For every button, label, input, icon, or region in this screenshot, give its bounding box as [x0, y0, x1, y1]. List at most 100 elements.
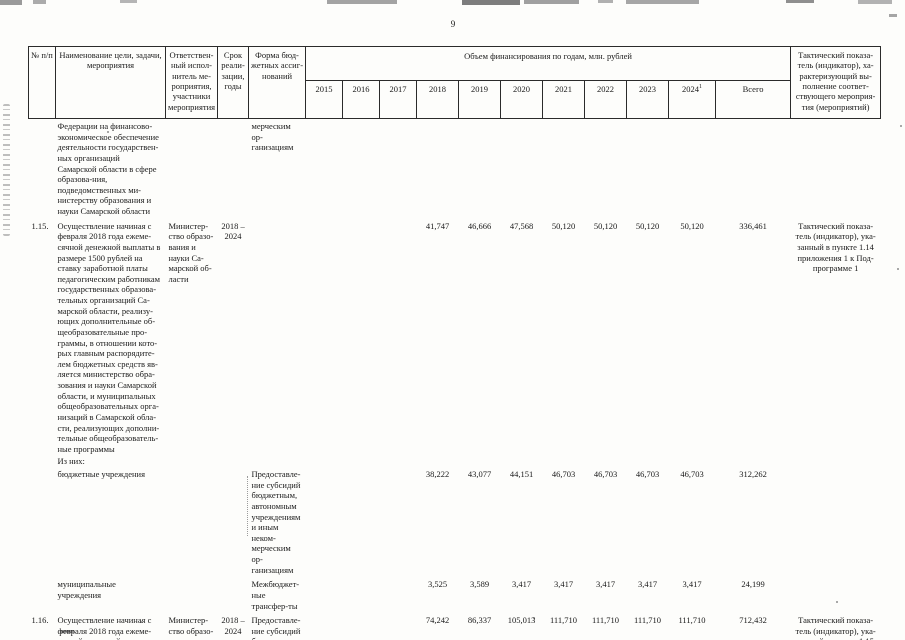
value-2024: 3,417 [682, 579, 702, 590]
responsible-executor: Министер-ство образо-вания и [168, 615, 214, 640]
measure-name: Осуществление начиная с февраля 2018 год… [57, 220, 161, 454]
row-number [29, 454, 56, 467]
value-2019: 46,666 [467, 220, 492, 231]
value-2016 [343, 454, 380, 467]
scan-artifact-dash [524, 0, 579, 4]
table-row-iz-nih: Из них: [29, 454, 881, 467]
margin-scribble-artifact [3, 104, 10, 236]
row-number [29, 119, 56, 217]
value-2023: 3,417 [637, 579, 658, 590]
value-total: 24,199 [741, 579, 765, 590]
header-year-2018: 2018 [416, 80, 459, 119]
implementation-period [218, 454, 249, 467]
value-2015 [306, 575, 343, 611]
value-2019: 86,337 [467, 615, 492, 626]
value-2024: 46,703 [680, 469, 704, 479]
scan-artifact-dash [626, 0, 699, 4]
measure-name: муниципальные учреждения [57, 579, 116, 600]
value-2017 [380, 119, 417, 217]
header-tactical-indicator: Тактический показа-тель (индикатор), ха-… [790, 46, 882, 119]
header-year-2019: 2019 [458, 80, 501, 119]
table-row-budget-institutions: бюджетные учреждения Предоставле-ние суб… [29, 467, 881, 575]
row-number: 1.15. [31, 220, 49, 231]
row-number [29, 467, 56, 575]
implementation-period [218, 467, 249, 575]
value-2018 [417, 119, 459, 217]
header-year-2017: 2017 [379, 80, 417, 119]
scan-artifact-dash [33, 0, 46, 4]
value-total: 312,262 [739, 469, 767, 479]
implementation-period: 2018 – 2024 [221, 615, 245, 636]
header-year-2022: 2022 [584, 80, 627, 119]
scan-artifact-dash [0, 0, 22, 5]
header-financing-title: Объем финансирования по годам, млн. рубл… [304, 46, 792, 81]
value-2020: 105,013 [507, 615, 536, 626]
value-2020 [501, 119, 543, 217]
table-row-1-16: 1.16. Осуществление начиная с февраля 20… [29, 611, 881, 640]
value-2015 [306, 454, 343, 467]
value-2016 [343, 611, 380, 640]
value-2018: 38,222 [425, 469, 450, 479]
value-2024: 111,710 [678, 615, 706, 626]
value-total [716, 119, 791, 217]
value-2021: 46,703 [551, 469, 576, 479]
value-2022: 50,120 [593, 220, 618, 231]
tactical-indicator [791, 467, 881, 575]
header-year-2023: 2023 [626, 80, 669, 119]
value-2017 [380, 217, 417, 455]
scan-speck [897, 268, 899, 270]
header-row-number: № п/п [28, 46, 56, 119]
budget-form: мерческим ор-ганизациям [251, 121, 294, 153]
value-2022: 111,710 [592, 615, 619, 626]
value-2016 [343, 575, 380, 611]
header-period: Срок реали-зации, годы [217, 46, 249, 119]
measure-name: Осуществление начиная с февраля 2018 год… [57, 615, 161, 640]
value-2023: 46,703 [635, 469, 660, 479]
value-2019 [459, 119, 501, 217]
implementation-period [218, 119, 249, 217]
tactical-indicator [791, 575, 881, 611]
value-2020 [501, 454, 543, 467]
implementation-period: 2018 – 2024 [221, 220, 245, 242]
scan-artifact-dash [462, 0, 520, 5]
responsible-executor [166, 119, 218, 217]
value-2018: 3,525 [427, 579, 448, 590]
value-2017 [380, 454, 417, 467]
value-2018: 41,747 [425, 220, 450, 231]
measure-name: Федерации на финансово-экономическое обе… [57, 121, 159, 216]
responsible-executor: Министер-ство образо-вания и науки Са-ма… [168, 220, 214, 284]
financing-table: № п/п Наименование цели, задачи, меропри… [28, 46, 882, 640]
value-2016 [343, 467, 380, 575]
value-2017 [380, 467, 417, 575]
header-budget-form: Форма бюд-жетных ассиг-нований [248, 46, 306, 119]
value-2015 [306, 611, 343, 640]
measure-name: бюджетные учреждения [57, 469, 146, 479]
budget-form: Межбюджет-ные трансфер-ты [251, 579, 300, 611]
value-2023 [627, 454, 669, 467]
value-2019 [459, 454, 501, 467]
header-year-2021: 2021 [542, 80, 585, 119]
value-total [716, 454, 791, 467]
row-number [29, 575, 56, 611]
value-2016 [343, 217, 380, 455]
header-year-2024-label: 2024 [682, 84, 699, 94]
value-2017 [380, 575, 417, 611]
value-2018: 74,242 [425, 615, 450, 626]
value-2020: 44,151 [509, 469, 534, 479]
scan-artifact-dash [889, 14, 897, 17]
value-2015 [306, 467, 343, 575]
value-2023: 50,120 [635, 220, 660, 231]
header-year-2024: 20241 [668, 80, 716, 119]
value-2023: 111,710 [634, 615, 661, 626]
responsible-executor [166, 467, 218, 575]
value-2020: 47,568 [509, 220, 534, 231]
value-2021: 3,417 [553, 579, 574, 590]
tactical-indicator: Тактический показа-тель (индикатор), ука… [795, 615, 876, 640]
header-total: Всего [714, 80, 792, 119]
value-2022 [585, 119, 627, 217]
header-year-2020: 2020 [500, 80, 543, 119]
value-2022 [585, 454, 627, 467]
measure-name: Из них: [57, 456, 85, 467]
scan-speck [900, 125, 902, 127]
